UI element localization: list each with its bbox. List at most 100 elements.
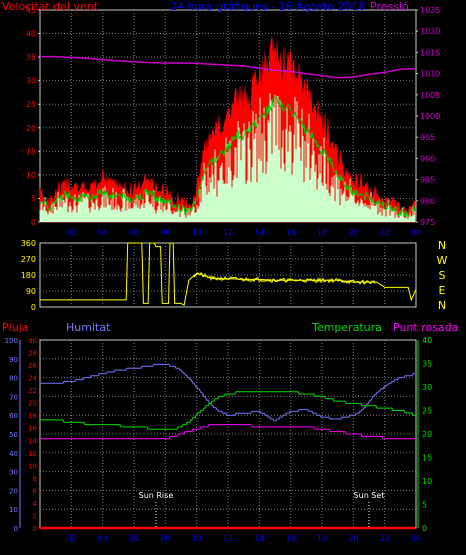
rain-tick: 26 <box>28 362 37 370</box>
pressure-tick: 1000 <box>420 112 440 121</box>
rain-label: Pluja <box>2 321 28 334</box>
temperature-tick: 40 <box>422 336 432 345</box>
wind-speed-tick: 5 <box>31 194 36 203</box>
rain-tick: 0 <box>33 525 37 533</box>
time-tick: 18 <box>317 534 327 543</box>
time-tick: 00 <box>411 534 421 543</box>
wind-direction-series <box>40 242 417 306</box>
wind-speed-axis: 0 5 10 15 20 25 30 35 40 45 <box>26 6 40 227</box>
time-tick: 06 <box>129 534 139 543</box>
humidity-tick: 70 <box>9 393 18 401</box>
direction-tick: 90 <box>26 287 36 296</box>
rain-tick: 20 <box>28 400 37 408</box>
pressure-tick: 995 <box>420 133 435 142</box>
wind-speed-series <box>39 37 417 223</box>
compass-letter: W <box>437 254 448 267</box>
pressure-label: Pressió <box>370 0 409 13</box>
wind-speed-tick: 15 <box>26 147 36 156</box>
wind-speed-tick: 25 <box>26 100 36 109</box>
rain-tick: 30 <box>28 337 37 345</box>
rain-tick: 8 <box>33 475 37 483</box>
pressure-tick: 975 <box>420 218 435 227</box>
humidity-tick: 100 <box>5 337 18 345</box>
time-tick: 08 <box>160 228 170 237</box>
temp-panel-time-axis: 02 04 06 08 10 12 14 16 18 20 22 00 <box>66 534 421 543</box>
pressure-tick: 1005 <box>420 91 440 100</box>
time-tick: 10 <box>192 228 202 237</box>
time-tick: 08 <box>160 534 170 543</box>
humidity-axis: 0 10 20 30 40 50 60 70 80 90 100 <box>5 337 21 533</box>
time-tick: 04 <box>98 534 108 543</box>
pressure-tick: 1025 <box>420 6 440 15</box>
temperature-tick: 35 <box>422 360 432 369</box>
time-tick: 18 <box>317 228 327 237</box>
pressure-axis: 975 980 985 990 995 1000 1005 1010 1015 1020 1025 <box>416 6 440 227</box>
dewpoint-label: Punt rosada <box>393 321 458 334</box>
time-tick: 14 <box>254 534 264 543</box>
humidity-tick: 10 <box>9 506 18 514</box>
time-tick: 22 <box>380 228 390 237</box>
compass-letter: E <box>439 284 446 297</box>
wind-speed-tick: 30 <box>26 77 36 86</box>
time-tick: 22 <box>380 534 390 543</box>
wind-speed-tick: 45 <box>26 6 36 15</box>
pressure-tick: 1020 <box>420 27 440 36</box>
temperature-line <box>40 391 415 430</box>
pressure-tick: 1015 <box>420 48 440 57</box>
chart-title: 24 hora gràfiques - 16 Agosto 2018 <box>170 0 366 13</box>
humidity-line <box>40 363 415 422</box>
wind-gust-area <box>39 37 417 223</box>
pressure-line <box>40 55 417 79</box>
rain-tick: 24 <box>28 375 37 383</box>
temperature-tick: 5 <box>422 501 427 510</box>
humidity-tick: 20 <box>9 487 18 495</box>
sunrise-label: Sun Rise <box>139 491 174 500</box>
time-tick: 00 <box>411 228 421 237</box>
temperature-axis: 0 5 10 15 20 25 30 35 40 <box>417 336 432 533</box>
humidity-label: Humitat <box>66 321 111 334</box>
time-tick: 02 <box>66 228 76 237</box>
rain-tick: 2 <box>33 512 37 520</box>
rain-tick: 22 <box>28 387 37 395</box>
time-tick: 20 <box>348 534 358 543</box>
temp-panel-grid <box>40 340 416 528</box>
wind-average-line <box>39 96 416 218</box>
temperature-tick: 0 <box>422 524 427 533</box>
direction-tick: 270 <box>21 255 36 264</box>
time-tick: 16 <box>286 228 296 237</box>
compass-letter: N <box>438 239 446 252</box>
direction-axis: 0 90 180 270 360 <box>21 239 36 312</box>
humidity-tick: 90 <box>9 356 18 364</box>
temperature-tick: 15 <box>422 454 432 463</box>
time-tick: 12 <box>223 534 233 543</box>
time-tick: 10 <box>192 534 202 543</box>
temp-humidity-series <box>40 363 415 530</box>
humidity-tick: 50 <box>9 431 18 439</box>
pressure-tick: 990 <box>420 154 435 163</box>
temperature-tick: 10 <box>422 477 432 486</box>
time-tick: 16 <box>286 534 296 543</box>
rain-tick: 18 <box>28 412 37 420</box>
rain-tick: 16 <box>28 425 37 433</box>
pressure-tick: 1010 <box>420 70 440 79</box>
temperature-tick: 25 <box>422 407 432 416</box>
direction-tick: 0 <box>31 303 36 312</box>
wind-speed-tick: 10 <box>26 171 36 180</box>
sunset-label: Sun Set <box>354 491 385 500</box>
pressure-series <box>40 55 417 79</box>
wind-panel-time-axis: 02 04 06 08 10 12 14 16 18 20 22 00 <box>66 228 421 237</box>
rain-tick: 14 <box>28 437 37 445</box>
wind-speed-label: Velocitat del vent <box>2 0 99 13</box>
direction-tick: 360 <box>21 239 36 248</box>
rain-tick: 4 <box>33 500 38 508</box>
temperature-tick: 30 <box>422 383 432 392</box>
rain-tick: 10 <box>28 462 37 470</box>
rain-tick: 12 <box>28 450 37 458</box>
temperature-tick: 20 <box>422 430 432 439</box>
time-tick: 02 <box>66 534 76 543</box>
compass-letter: S <box>439 269 446 282</box>
time-tick: 04 <box>98 228 108 237</box>
